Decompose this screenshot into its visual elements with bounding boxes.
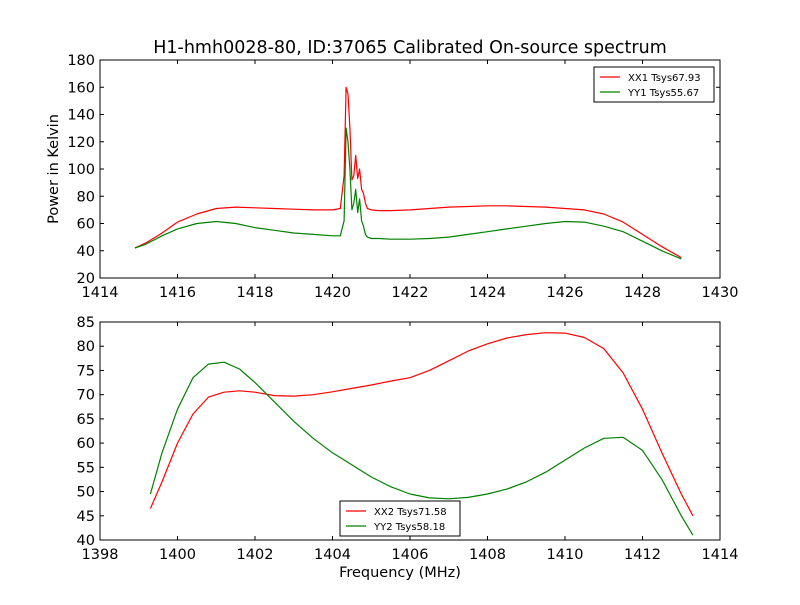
x-tick-label: 1414 [82,285,119,301]
series-line-1 [149,332,694,517]
y-tick-label: 55 [77,460,95,476]
y-tick-label: 120 [67,135,95,151]
x-tick-label: 1424 [469,285,506,301]
x-tick-label: 1400 [159,547,196,563]
y-tick-label: 85 [77,315,95,331]
x-tick-label: 1406 [392,547,429,563]
y-tick-label: 160 [67,80,95,96]
x-tick-label: 1404 [314,547,351,563]
x-tick-label: 1416 [159,285,196,301]
series-line-1 [134,86,682,259]
x-tick-label: 1418 [237,285,274,301]
top-plot: 1414 1416 1418 1420 1422 1424 1426 1428 1430 20 40… [46,53,738,301]
y-tick-label: 60 [77,436,95,452]
figure-title: H1-hmh0028-80, ID:37065 Calibrated On-so… [153,38,667,58]
series-line-2 [149,361,694,536]
x-tick-label: 1420 [314,285,351,301]
legend-label: XX1 Tsys67.93 [628,73,701,84]
y-tick-label: 40 [77,533,95,549]
legend-label: XX2 Tsys71.58 [374,507,447,518]
x-tick-label: 1412 [624,547,661,563]
legend-label: YY1 Tsys55.67 [627,88,699,99]
y-tick-label: 20 [77,271,95,287]
y-tick-label: 45 [77,509,95,525]
x-tick-label: 1410 [547,547,584,563]
x-axis-label: Frequency (MHz) [339,565,461,581]
series-line-2 [134,127,682,260]
y-tick-label: 140 [67,108,95,124]
x-tick-label: 1408 [469,547,506,563]
x-tick-label: 1402 [237,547,274,563]
y-tick-label: 75 [77,363,95,379]
legend: XX1 Tsys67.93 YY1 Tsys55.67 [593,66,715,103]
y-tick-label: 100 [67,162,95,178]
y-axis-label: Power in Kelvin [46,114,62,224]
legend-box [339,500,461,537]
legend-label: YY2 Tsys58.18 [373,522,445,533]
y-tick-label: 80 [77,339,95,355]
y-tick-label: 180 [67,53,95,69]
x-tick-label: 1426 [547,285,584,301]
legend-box [593,66,715,103]
x-tick-label: 1428 [624,285,661,301]
y-tick-label: 70 [77,388,95,404]
x-tick-label: 1422 [392,285,429,301]
bottom-plot: 1398 1400 1402 1404 1406 1408 1410 1412 1414 40 45… [77,315,739,581]
x-tick-label: 1398 [82,547,119,563]
x-tick-label: 1430 [702,285,739,301]
y-tick-label: 60 [77,217,95,233]
y-tick-label: 65 [77,412,95,428]
legend: XX2 Tsys71.58 YY2 Tsys58.18 [339,500,461,537]
y-tick-label: 50 [77,485,95,501]
x-tick-label: 1414 [702,547,739,563]
y-tick-label: 80 [77,189,95,205]
y-tick-label: 40 [77,244,95,260]
